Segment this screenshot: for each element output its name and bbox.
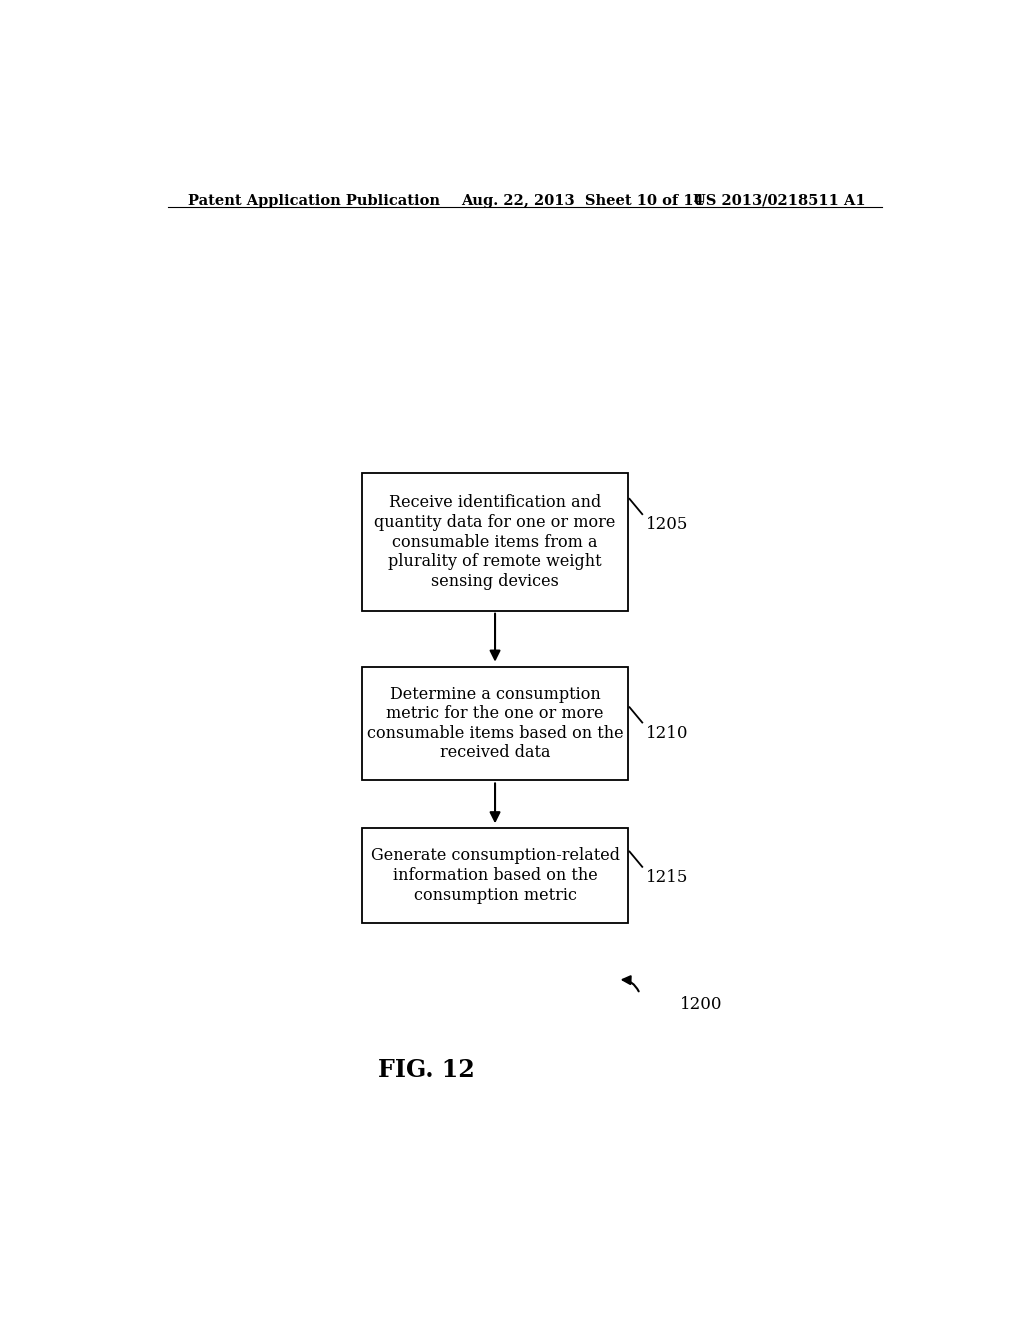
FancyBboxPatch shape xyxy=(362,474,628,611)
Text: Determine a consumption
metric for the one or more
consumable items based on the: Determine a consumption metric for the o… xyxy=(367,685,624,762)
Text: 1210: 1210 xyxy=(646,725,689,742)
Text: Aug. 22, 2013  Sheet 10 of 14: Aug. 22, 2013 Sheet 10 of 14 xyxy=(461,194,705,209)
Text: 1215: 1215 xyxy=(646,869,688,886)
Text: Patent Application Publication: Patent Application Publication xyxy=(187,194,439,209)
FancyBboxPatch shape xyxy=(362,828,628,923)
Text: 1205: 1205 xyxy=(646,516,688,533)
Text: FIG. 12: FIG. 12 xyxy=(378,1059,475,1082)
Text: 1200: 1200 xyxy=(680,995,722,1012)
FancyBboxPatch shape xyxy=(362,667,628,780)
Text: Receive identification and
quantity data for one or more
consumable items from a: Receive identification and quantity data… xyxy=(375,495,615,590)
Text: US 2013/0218511 A1: US 2013/0218511 A1 xyxy=(693,194,866,209)
Text: Generate consumption-related
information based on the
consumption metric: Generate consumption-related information… xyxy=(371,847,620,904)
